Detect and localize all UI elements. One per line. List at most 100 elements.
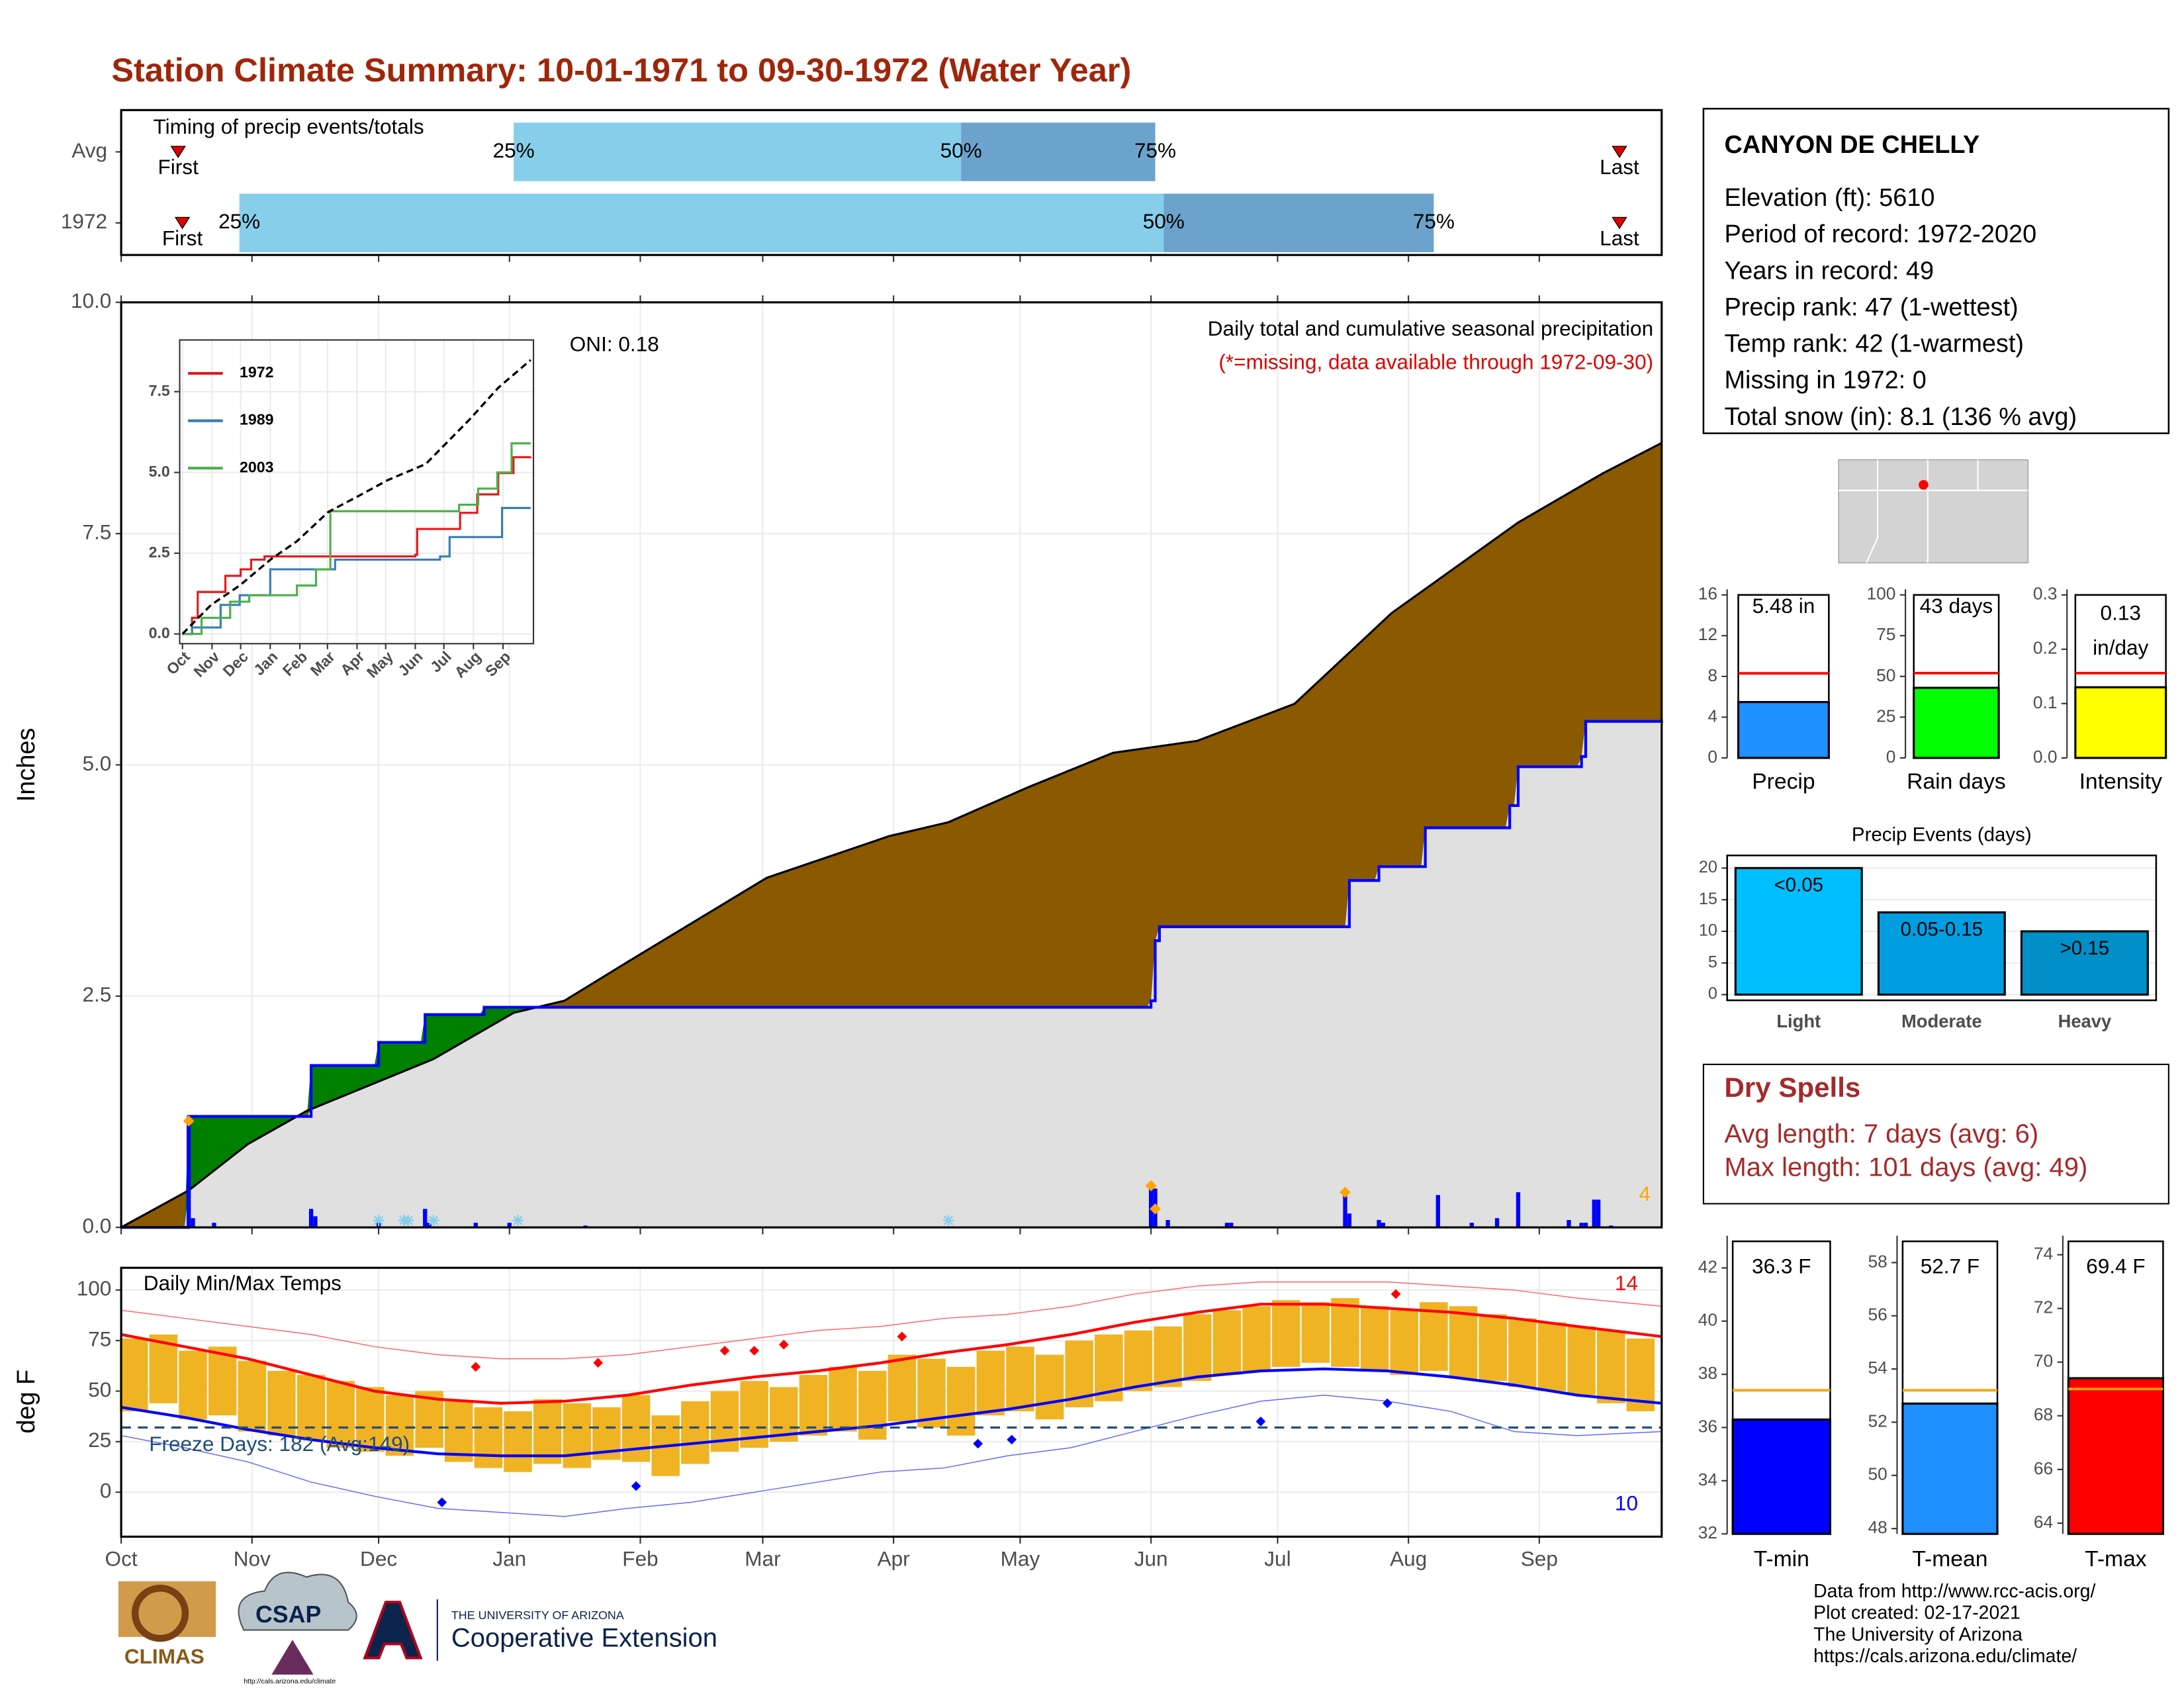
bar [1913, 686, 2000, 759]
bar [1737, 701, 1830, 759]
y-tick-label: 16 [1698, 584, 1717, 604]
daily-bar [507, 1223, 512, 1228]
bar-title: T-min [1754, 1547, 1809, 1571]
timing-title: Timing of precip events/totals [154, 115, 424, 138]
daily-bar [1592, 1199, 1596, 1228]
early-bar [239, 193, 1164, 252]
temp-bar [1006, 1346, 1034, 1412]
daily-bar [1377, 1220, 1381, 1228]
daily-bar [1347, 1213, 1352, 1228]
climas-name: CLIMAS [124, 1644, 205, 1668]
percent-label: 25% [493, 138, 535, 162]
daily-bar [1148, 1186, 1154, 1228]
bar [2067, 1377, 2165, 1535]
bin-label: >0.15 [2060, 937, 2110, 959]
y-tick-label: 0.0 [149, 624, 170, 641]
y-tick-label: 0.0 [83, 1214, 112, 1238]
y-tick-label: 40 [1698, 1310, 1717, 1330]
event-marker [170, 146, 186, 159]
y-tick-label: 25 [88, 1428, 111, 1452]
record-max-line [121, 1281, 1662, 1360]
row-label: 1972 [61, 209, 107, 233]
y-tick-label: 5.0 [83, 751, 112, 775]
temp-bar [1479, 1314, 1507, 1382]
daily-bar [1583, 1223, 1588, 1228]
footer-line: Data from http://www.rcc-acis.org/ [1813, 1581, 2095, 1602]
daily-bar [313, 1216, 318, 1228]
y-tick-label: 5.0 [149, 463, 170, 480]
temp-bar [1212, 1310, 1242, 1376]
x-tick-label: Jan [492, 1547, 526, 1571]
y-tick-label: 100 [77, 1276, 112, 1300]
temp-bar [1301, 1302, 1330, 1363]
temp-bar [563, 1403, 592, 1468]
temp-bar [799, 1375, 828, 1436]
info-line: Temp rank: 42 (1-warmest) [1724, 330, 2024, 358]
y-tick-label: 25 [1876, 706, 1895, 726]
dry-spells-line: Max length: 101 days (avg: 49) [1724, 1152, 2087, 1182]
extension-name: Cooperative Extension [451, 1624, 717, 1653]
record-marker [1150, 1203, 1161, 1215]
value-label: 69.4 F [2086, 1254, 2145, 1278]
y-tick-label: 50 [88, 1378, 111, 1401]
info-line: Years in record: 49 [1724, 257, 1934, 285]
x-tick-label: Oct [105, 1547, 138, 1571]
daily-bar [1567, 1220, 1571, 1228]
x-tick-label: Sep [1521, 1547, 1558, 1571]
x-tick-label: Light [1776, 1011, 1821, 1031]
x-tick-label: Feb [622, 1547, 658, 1571]
footer-line: https://cals.arizona.edu/climate/ [1813, 1646, 2077, 1667]
temp-bar [976, 1350, 1005, 1416]
snow-marker [402, 1215, 414, 1227]
dry-spells-box [1702, 1063, 2169, 1205]
percent-label: 75% [1413, 209, 1455, 233]
temp-title: Daily Min/Max Temps [144, 1271, 341, 1295]
early-bar [514, 122, 962, 181]
temp-bar [474, 1407, 503, 1468]
footer-line: Plot created: 02-17-2021 [1813, 1603, 2021, 1624]
x-tick-label: Nov [234, 1547, 271, 1571]
annotation: 10 [1615, 1491, 1638, 1515]
bar [1731, 1418, 1832, 1535]
info-line: Precip rank: 47 (1-wettest) [1724, 293, 2018, 321]
daily-bar [473, 1223, 478, 1228]
bar-title: T-max [2085, 1547, 2147, 1571]
snow-marker [512, 1215, 523, 1227]
annotation: Daily total and cumulative seasonal prec… [1208, 316, 1653, 340]
x-tick-label: Heavy [2058, 1011, 2112, 1031]
y-tick-label: 70 [2034, 1351, 2053, 1371]
info-line: Period of record: 1972-2020 [1724, 220, 2036, 248]
x-tick-label: May [1001, 1547, 1040, 1571]
footer-line: The University of Arizona [1813, 1624, 2023, 1645]
freeze-label: Freeze Days: 182 (Avg:149) [149, 1432, 410, 1456]
y-tick-label: 0 [1707, 747, 1717, 767]
temp-bar [296, 1375, 326, 1440]
bar-title: T-mean [1912, 1547, 1987, 1571]
normal-min-line [120, 1367, 1662, 1458]
series-line [182, 442, 531, 635]
record-marker [1145, 1180, 1157, 1192]
temp-bar [326, 1381, 355, 1448]
daily-bar [1469, 1223, 1474, 1228]
base-area [121, 720, 1662, 1228]
daily-bar [1381, 1223, 1386, 1228]
temp-bar [1124, 1330, 1153, 1391]
y-tick-label: 34 [1698, 1470, 1717, 1489]
record-marker [183, 1115, 195, 1127]
y-tick-label: 0.0 [2033, 747, 2058, 767]
y-tick-label: 66 [2034, 1458, 2053, 1478]
temp-bar [1154, 1326, 1182, 1387]
snow-marker [942, 1215, 954, 1227]
events-title: Precip Events (days) [1852, 824, 2032, 846]
x-tick-label: Dec [360, 1547, 397, 1571]
x-tick-label: Apr [878, 1547, 910, 1571]
temp-bar [1035, 1354, 1064, 1420]
daily-bar [308, 1209, 314, 1228]
y-tick-label: 0 [1886, 747, 1896, 767]
temp-bar [356, 1387, 385, 1452]
event-label: Last [1600, 155, 1639, 179]
temp-bar [208, 1346, 237, 1416]
average-line [181, 359, 531, 635]
y-tick-label: 50 [1868, 1464, 1887, 1484]
